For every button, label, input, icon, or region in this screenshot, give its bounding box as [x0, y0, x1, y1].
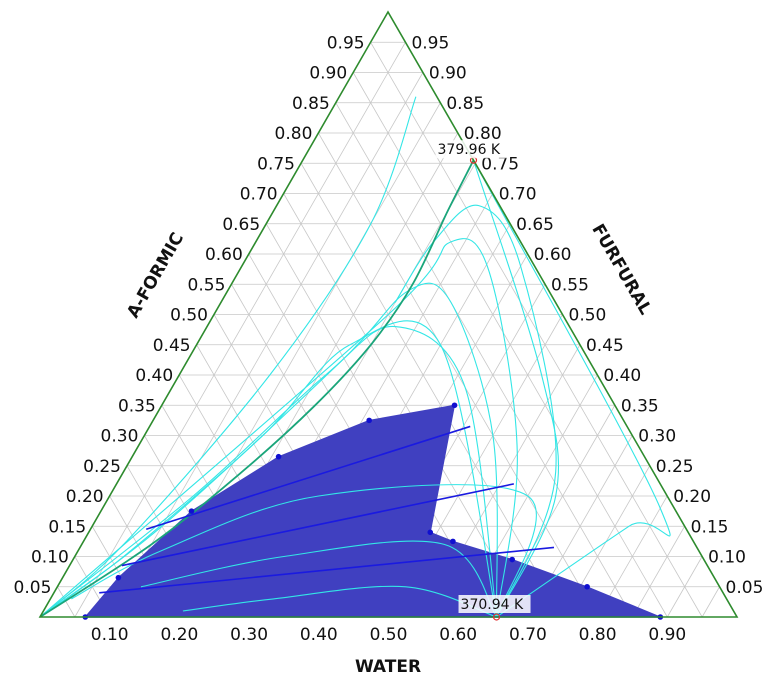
tick-label-water: 0.60 [439, 625, 477, 645]
tick-label-formic: 0.75 [257, 154, 295, 174]
tick-label-furfural: 0.80 [464, 124, 502, 144]
azeotrope-point [492, 613, 501, 621]
tie-point [366, 417, 372, 424]
triangle-outline [38, 10, 739, 618]
axis-title-water: WATER [355, 657, 421, 677]
tick-label-water: 0.70 [509, 625, 547, 645]
azeotrope-label-bg [458, 595, 531, 613]
tick-label-formic: 0.55 [188, 275, 226, 295]
tick-label-water: 0.80 [579, 625, 617, 645]
residue-curve [140, 540, 497, 618]
residue-curve [472, 160, 560, 618]
tick-label-formic: 0.65 [222, 215, 260, 235]
grid-line [370, 42, 703, 618]
tick-label-furfural: 0.60 [534, 245, 572, 265]
tie-point [115, 574, 122, 581]
tick-label-furfural: 0.15 [691, 517, 729, 537]
grid-line [335, 102, 633, 618]
tick-label-formic: 0.10 [31, 548, 69, 568]
grid [57, 41, 720, 618]
two-liquid-region-group [84, 404, 661, 618]
residue-curve [39, 238, 518, 618]
tick-label-furfural: 0.95 [411, 33, 449, 53]
tick-label-furfural: 0.35 [621, 396, 659, 416]
residue-curve [39, 282, 498, 618]
triangle-frame [38, 10, 739, 618]
tick-label-furfural: 0.65 [516, 215, 554, 235]
tie-point [509, 556, 515, 563]
separatrix-curve [39, 159, 475, 618]
tick-label-formic: 0.85 [292, 94, 330, 114]
tick-label-water: 0.50 [370, 625, 408, 645]
tie-point [275, 453, 282, 460]
tick-label-formic: 0.80 [275, 124, 313, 144]
tick-label-furfural: 0.10 [708, 548, 746, 568]
tick-label-furfural: 0.30 [638, 427, 676, 447]
grid-line [74, 42, 406, 618]
grid-line [300, 163, 564, 618]
tick-label-water: 0.90 [648, 625, 686, 645]
two-liquid-region [84, 404, 661, 618]
tie-line [99, 546, 555, 594]
residue-curve [39, 326, 498, 618]
tick-label-water: 0.20 [160, 625, 198, 645]
tie-point [427, 529, 434, 536]
azeotrope-label: 379.96 K [438, 142, 501, 158]
tie-line [121, 483, 515, 567]
tick-label-furfural: 0.45 [586, 336, 624, 356]
tie-point [584, 583, 590, 590]
tick-label-formic: 0.30 [101, 427, 139, 447]
tick-label-water: 0.10 [91, 625, 129, 645]
tick-label-furfural: 0.90 [429, 64, 467, 84]
tie-line [145, 425, 471, 531]
tick-label-formic: 0.60 [205, 245, 243, 265]
tick-label-furfural: 0.05 [726, 578, 764, 598]
tick-label-formic: 0.70 [240, 185, 278, 205]
tick-label-formic: 0.15 [48, 517, 86, 537]
tick-label-formic: 0.40 [135, 366, 173, 386]
residue-curves-group [39, 96, 671, 618]
axis-title-furfural: FURFURAL [587, 221, 655, 319]
tie-point [451, 402, 458, 409]
azeotrope-group: 370.94 K 379.96 K [435, 140, 531, 621]
tick-label-furfural: 0.70 [499, 185, 537, 205]
tick-label-furfural: 0.25 [656, 457, 694, 477]
tick-label-formic: 0.20 [66, 487, 104, 507]
residue-curve [182, 585, 497, 618]
tick-labels-group: 0.10 0.20 0.30 0.40 0.50 0.60 0.70 0.80 0.90 0.05… [14, 33, 764, 645]
tie-point [450, 538, 456, 545]
azeotrope-label-bg [435, 140, 508, 159]
tie-point [188, 508, 195, 514]
tick-label-formic: 0.95 [327, 33, 365, 53]
tick-label-furfural: 0.20 [673, 487, 711, 507]
tick-label-furfural: 0.40 [603, 366, 641, 386]
residue-curve [473, 159, 671, 618]
azeotrope-label: 370.94 K [461, 597, 524, 613]
residue-curve [71, 484, 537, 618]
tick-label-furfural: 0.75 [481, 154, 519, 174]
tick-label-water: 0.40 [300, 625, 338, 645]
grid-line [57, 586, 76, 618]
grid-line [666, 556, 703, 618]
tick-label-formic: 0.50 [170, 306, 208, 326]
tick-label-formic: 0.90 [309, 64, 347, 84]
tick-label-furfural: 0.50 [569, 306, 607, 326]
grid-line [632, 526, 685, 618]
residue-curve [39, 96, 417, 618]
tick-label-formic: 0.25 [83, 457, 121, 477]
tick-label-formic: 0.35 [118, 396, 156, 416]
grid-line [701, 586, 720, 618]
tick-label-water: 0.30 [230, 625, 268, 645]
tick-label-formic: 0.45 [153, 336, 191, 356]
tick-label-furfural: 0.55 [551, 275, 589, 295]
tick-label-furfural: 0.85 [446, 94, 484, 114]
tick-label-formic: 0.05 [14, 578, 52, 598]
